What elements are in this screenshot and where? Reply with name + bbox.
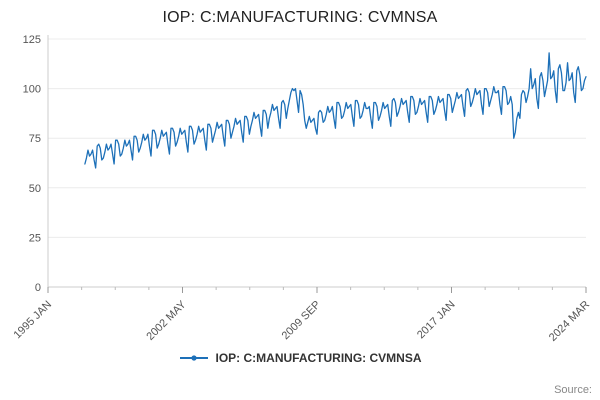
- svg-text:125: 125: [23, 34, 41, 46]
- line-chart-plot-area: 0 25 50 75 100 125 1995 JAN 2002 MAY 2009 SEP 201…: [11, 34, 592, 344]
- legend-item[interactable]: IOP: C:MANUFACTURING: CVMNSA: [0, 351, 600, 365]
- source-label: Source:: [554, 384, 592, 396]
- svg-text:2009 SEP: 2009 SEP: [280, 299, 324, 343]
- chart-title: IOP: C:MANUFACTURING: CVMNSA: [162, 9, 438, 26]
- svg-text:100: 100: [23, 84, 41, 96]
- legend-line-symbol: [179, 355, 208, 361]
- svg-text:50: 50: [29, 183, 41, 195]
- svg-text:2024 MAR: 2024 MAR: [547, 299, 592, 344]
- svg-text:75: 75: [29, 133, 41, 145]
- legend-label: IOP: C:MANUFACTURING: CVMNSA: [215, 351, 422, 365]
- svg-text:2002 MAY: 2002 MAY: [144, 298, 189, 343]
- svg-text:0: 0: [35, 282, 41, 294]
- svg-text:2017 JAN: 2017 JAN: [415, 299, 458, 342]
- svg-text:1995 JAN: 1995 JAN: [11, 299, 54, 342]
- svg-text:25: 25: [29, 232, 41, 244]
